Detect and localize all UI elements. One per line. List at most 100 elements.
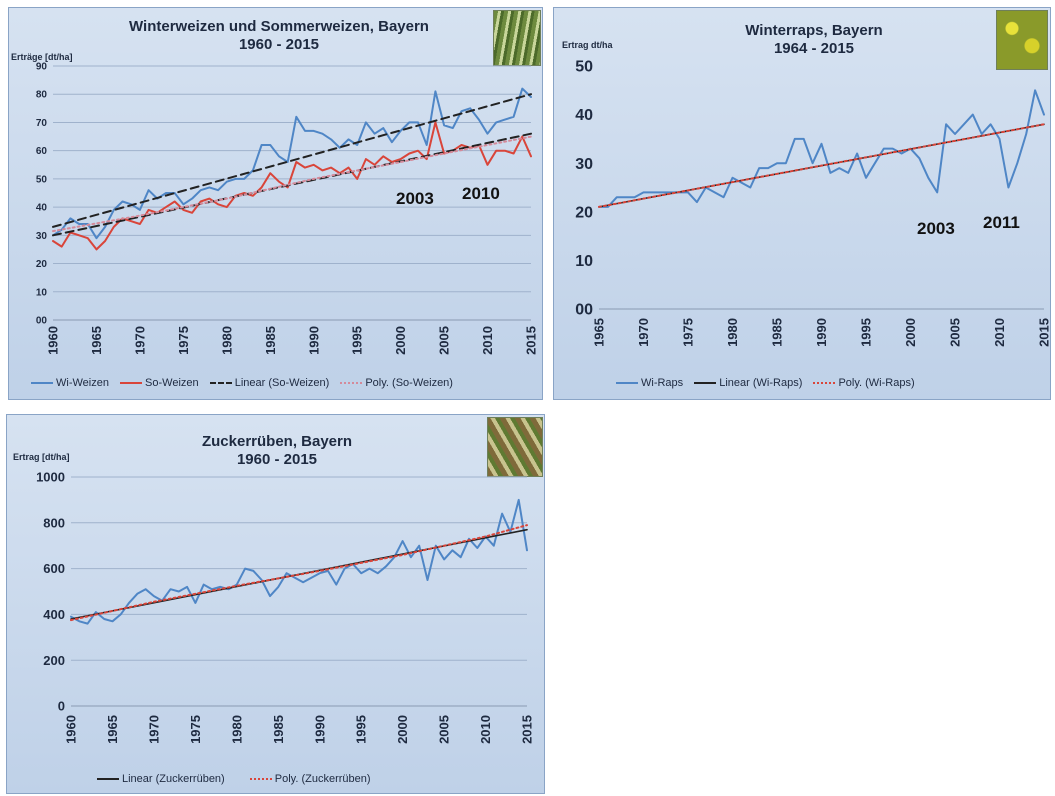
chart-panel-raps: Winterraps, Bayern 1964 - 2015 Ertrag dt… (553, 7, 1052, 400)
x-tick-label: 2010 (992, 318, 1007, 347)
x-tick-label: 2005 (437, 326, 452, 355)
chart-title: Winterraps, Bayern 1964 - 2015 (674, 22, 954, 58)
legend: Wi-Raps Linear (Wi-Raps) Poly. (Wi-Raps) (616, 377, 923, 389)
x-tick-label: 1990 (306, 326, 321, 355)
y-tick-label: 80 (36, 90, 48, 101)
subtitle-text: 1960 - 2015 (238, 36, 320, 53)
series-line-trend (70, 498, 528, 625)
x-tick-label: 2000 (393, 326, 408, 355)
chart-title: Zuckerrüben, Bayern 1960 - 2015 (147, 433, 407, 469)
y-tick-label: 90 (36, 62, 48, 73)
series-line-poly-wi-raps (598, 123, 1045, 208)
title-text: Winterraps, Bayern (745, 22, 883, 39)
y-tick-label: 70 (36, 118, 48, 129)
y-tick-label: 20 (36, 259, 48, 270)
legend: Wi-Weizen So-Weizen Linear (So-Weizen) P… (31, 377, 461, 389)
subtitle-text: 1960 - 2015 (236, 451, 318, 468)
y-axis-label: Ertrag dt/ha (562, 40, 613, 50)
legend-item: Poly. (So-Weizen) (340, 377, 453, 389)
y-tick-label: 400 (43, 607, 65, 622)
x-tick-label: 1965 (89, 326, 104, 355)
plot-area: 0 200 400 600 800 1000 1960 1965 1970 1975 1980 198… (36, 470, 535, 744)
x-tick-label: 2015 (520, 715, 535, 744)
annotation-2010: 2010 (462, 184, 500, 203)
y-tick-label: 00 (36, 316, 48, 327)
y-tick-label: 30 (575, 156, 593, 173)
x-tick-label: 1995 (859, 318, 874, 347)
x-tick-label: 1990 (814, 318, 829, 347)
y-tick-label: 10 (575, 253, 593, 270)
y-tick-label: 40 (36, 203, 48, 214)
subtitle-text: 1964 - 2015 (773, 40, 855, 57)
x-tick-label: 1980 (219, 326, 234, 355)
title-text: Winterweizen und Sommerweizen, Bayern (129, 18, 429, 35)
x-tick-label: 2005 (437, 715, 452, 744)
x-tick-label: 1965 (105, 715, 120, 744)
series-line-poly-so-weizen (52, 135, 532, 233)
x-tick-label: 1975 (188, 715, 203, 744)
y-tick-label: 50 (36, 174, 48, 185)
legend-item: Linear (Zuckerrüben) (97, 773, 225, 785)
legend-item: Poly. (Zuckerrüben) (249, 773, 371, 785)
y-tick-label: 800 (43, 515, 65, 530)
y-tick-label: 0 (58, 699, 65, 714)
x-tick-label: 2005 (948, 318, 963, 347)
y-tick-label: 40 (575, 107, 593, 124)
y-tick-label: 50 (575, 59, 593, 76)
y-tick-label: 600 (43, 561, 65, 576)
x-tick-label: 2010 (478, 715, 493, 744)
annotation-2003: 2003 (917, 219, 955, 238)
wheat-photo-icon (493, 10, 541, 66)
series-line-trend (52, 93, 532, 228)
y-tick-label: 00 (575, 302, 593, 319)
x-tick-label: 1985 (263, 326, 278, 355)
annotation-2003: 2003 (396, 189, 434, 208)
x-tick-label: 2000 (395, 715, 410, 744)
legend-item: So-Weizen (120, 377, 199, 389)
legend: Linear (Zuckerrüben) Poly. (Zuckerrüben) (97, 773, 379, 785)
plot-area: 00 10 20 30 40 50 1965 1970 1975 1980 1985 1990 1995… (575, 59, 1052, 347)
x-tick-label: 1970 (636, 318, 651, 347)
x-tick-label: 1975 (681, 318, 696, 347)
title-text: Zuckerrüben, Bayern (201, 433, 353, 450)
series-line-poly-zuckerr-ben (70, 524, 528, 622)
x-tick-label: 1995 (354, 715, 369, 744)
chart-title: Winterweizen und Sommerweizen, Bayern 19… (79, 18, 479, 54)
x-tick-label: 1985 (770, 318, 785, 347)
legend-item: Poly. (Wi-Raps) (813, 377, 915, 389)
y-tick-label: 60 (36, 146, 48, 157)
chart-panel-weizen: Winterweizen und Sommerweizen, Bayern 19… (8, 7, 543, 400)
x-tick-label: 1980 (229, 715, 244, 744)
x-tick-label: 2000 (903, 318, 918, 347)
legend-item: Wi-Weizen (31, 377, 109, 389)
x-tick-label: 1995 (350, 326, 365, 355)
y-tick-label: 10 (36, 287, 48, 298)
x-tick-label: 1985 (271, 715, 286, 744)
x-tick-label: 1990 (312, 715, 327, 744)
y-tick-label: 1000 (36, 470, 65, 485)
x-tick-label: 1975 (176, 326, 191, 355)
x-tick-label: 1965 (592, 318, 607, 347)
plot-area: 00 10 20 30 40 50 60 70 80 90 1960 1965 1970 1975 1980… (36, 62, 539, 355)
x-tick-label: 2015 (524, 326, 539, 355)
x-tick-label: 1970 (132, 326, 147, 355)
series-line-wi-weizen (52, 87, 532, 240)
y-tick-label: 20 (575, 204, 593, 221)
x-tick-label: 1960 (64, 715, 79, 744)
y-tick-label: 200 (43, 653, 65, 668)
rapeseed-photo-icon (996, 10, 1048, 70)
y-axis-label: Ertrag [dt/ha] (13, 452, 70, 462)
series-line-linear-so-weizen (52, 132, 532, 237)
legend-item: Wi-Raps (616, 377, 683, 389)
series-line-wi-raps (598, 89, 1045, 208)
x-tick-label: 2015 (1037, 318, 1052, 347)
chart-panel-zuckerrueben: Zuckerrüben, Bayern 1960 - 2015 Ertrag [… (6, 414, 545, 794)
x-tick-label: 2010 (480, 326, 495, 355)
x-tick-label: 1980 (725, 318, 740, 347)
x-tick-label: 1960 (46, 326, 61, 355)
y-tick-label: 30 (36, 231, 48, 242)
annotation-2011: 2011 (983, 213, 1020, 232)
legend-item: Linear (So-Weizen) (209, 377, 329, 389)
y-axis-label: Erträge [dt/ha] (11, 52, 73, 62)
x-tick-label: 1970 (146, 715, 161, 744)
